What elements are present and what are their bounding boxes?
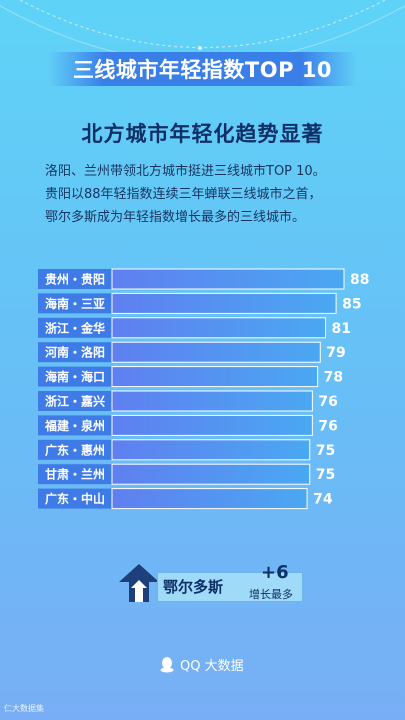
value-label: 88 bbox=[350, 272, 369, 288]
category-label-bg bbox=[38, 415, 112, 436]
category-label: 广东・惠州 bbox=[45, 442, 105, 457]
value-label: 75 bbox=[316, 467, 335, 483]
page-title: 三线城市年轻指数TOP 10 bbox=[72, 58, 333, 82]
bar bbox=[111, 341, 321, 363]
category-label: 甘肃・兰州 bbox=[45, 467, 105, 482]
category-label-bg bbox=[38, 366, 112, 387]
growth-note: 增长最多 bbox=[249, 588, 293, 601]
growth-change: +6 bbox=[261, 562, 289, 583]
value-label: 76 bbox=[318, 394, 337, 410]
corner-watermark: 仁大数据集 bbox=[4, 704, 44, 713]
category-label: 福建・泉州 bbox=[44, 418, 105, 433]
category-label: 广东・中山 bbox=[45, 491, 105, 506]
value-label: 85 bbox=[342, 296, 361, 312]
up-arrow-icon bbox=[119, 564, 159, 602]
category-label-bg bbox=[38, 342, 112, 363]
growth-badge: 鄂尔多斯 +6 增长最多 bbox=[117, 562, 305, 606]
bar bbox=[111, 488, 308, 510]
description-line: 洛阳、兰州带领北方城市挺进三线城市TOP 10。 bbox=[45, 164, 326, 179]
category-label: 浙江・金华 bbox=[45, 320, 105, 335]
description-line: 贵阳以88年轻指数连续三年蝉联三线城市之首， bbox=[45, 187, 322, 202]
description-line: 鄂尔多斯成为年轻指数增长最多的三线城市。 bbox=[45, 210, 306, 225]
value-label: 75 bbox=[316, 443, 335, 459]
qq-penguin-icon bbox=[160, 656, 174, 672]
category-label: 海南・海口 bbox=[45, 369, 105, 384]
growth-box bbox=[157, 572, 303, 602]
title-banner: 三线城市年轻指数TOP 10 bbox=[48, 52, 357, 86]
category-label: 浙江・嘉兴 bbox=[45, 394, 105, 409]
bar bbox=[111, 390, 313, 412]
value-label: 81 bbox=[332, 321, 351, 337]
footer-brand: QQ 大数据 bbox=[160, 655, 244, 674]
category-label-bg bbox=[38, 269, 112, 289]
category-label-bg bbox=[38, 391, 112, 411]
bar bbox=[111, 439, 311, 461]
category-label-bg bbox=[38, 317, 112, 338]
category-label: 河南・洛阳 bbox=[44, 345, 105, 360]
value-label: 74 bbox=[313, 492, 333, 508]
bar bbox=[111, 268, 345, 290]
category-label-bg bbox=[38, 488, 112, 509]
category-label-bg bbox=[38, 464, 112, 485]
category-label: 海南・三亚 bbox=[45, 296, 105, 311]
bar bbox=[111, 414, 313, 436]
value-label: 78 bbox=[324, 370, 343, 386]
bar bbox=[111, 366, 319, 388]
value-label: 76 bbox=[318, 418, 337, 434]
bar bbox=[111, 463, 311, 485]
bar bbox=[111, 317, 327, 339]
growth-city: 鄂尔多斯 bbox=[163, 578, 224, 596]
category-label-bg bbox=[38, 293, 112, 314]
value-label: 79 bbox=[326, 345, 345, 361]
category-label: 贵州・贵阳 bbox=[45, 272, 105, 287]
category-label-bg bbox=[38, 439, 112, 460]
brand-text: QQ 大数据 bbox=[180, 659, 244, 674]
bar-chart: 贵州・贵阳 88 海南・三亚 85 浙江・金华 81 河南・洛阳 79 海南・海口 78 浙江・嘉兴… bbox=[38, 268, 369, 510]
description: 洛阳、兰州带领北方城市挺进三线城市TOP 10。 贵阳以88年轻指数连续三年蝉联… bbox=[45, 160, 375, 229]
headline: 北方城市年轻化趋势显著 bbox=[81, 122, 324, 146]
bar bbox=[111, 292, 337, 314]
